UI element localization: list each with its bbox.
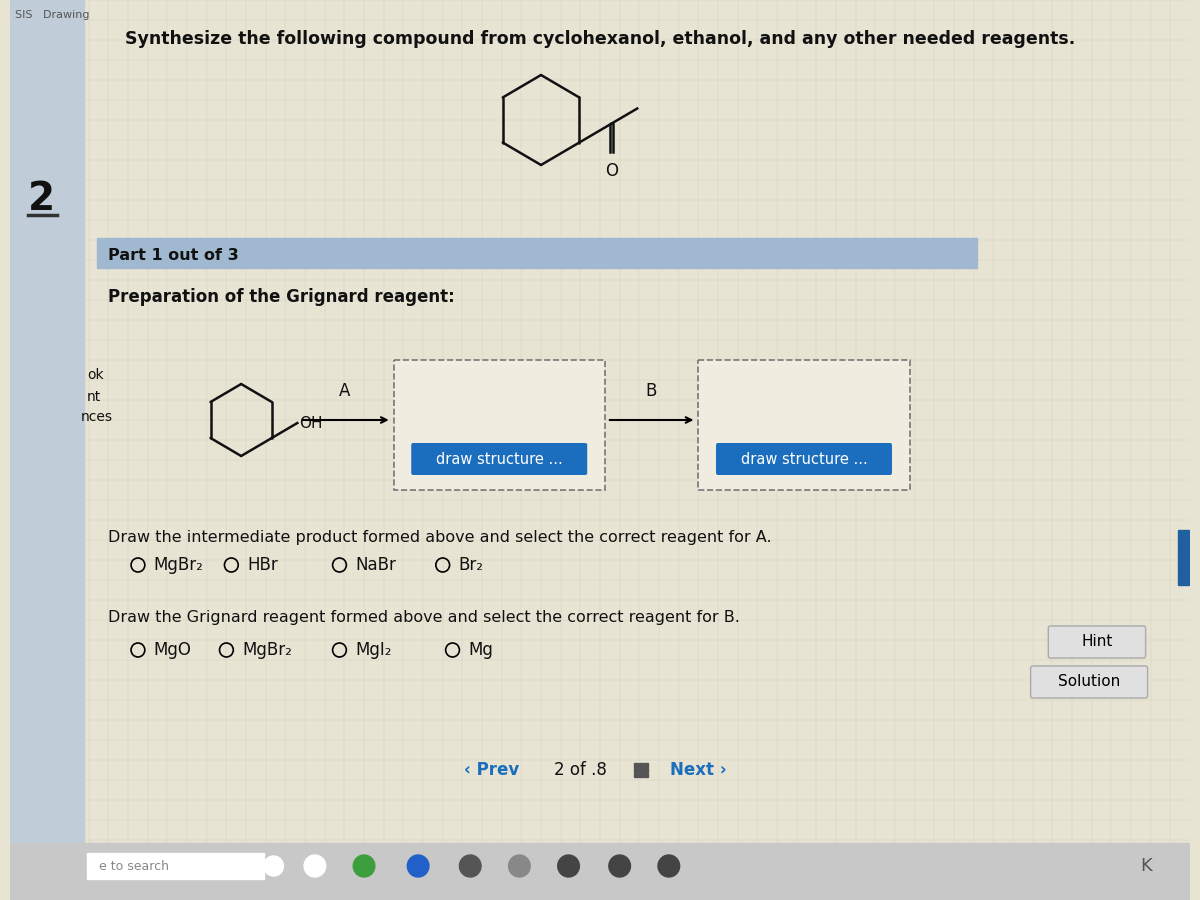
- FancyBboxPatch shape: [412, 443, 587, 475]
- Bar: [698, 360, 910, 490]
- Text: B: B: [646, 382, 656, 400]
- Bar: [640, 763, 643, 767]
- Text: A: A: [338, 382, 350, 400]
- Bar: [644, 773, 648, 777]
- Bar: [10, 0, 84, 900]
- Text: K: K: [1140, 857, 1152, 875]
- Bar: [644, 768, 648, 771]
- FancyBboxPatch shape: [1049, 626, 1146, 658]
- Text: OH: OH: [299, 416, 323, 430]
- Text: nt: nt: [86, 390, 101, 404]
- Bar: [635, 773, 638, 777]
- Circle shape: [304, 855, 325, 877]
- Text: 2 of .8: 2 of .8: [554, 761, 607, 779]
- Text: SIS   Drawing: SIS Drawing: [16, 10, 90, 20]
- Circle shape: [353, 855, 374, 877]
- Text: Solution: Solution: [1058, 674, 1121, 689]
- Bar: [97, 238, 977, 268]
- FancyBboxPatch shape: [716, 443, 892, 475]
- Text: MgO: MgO: [154, 641, 192, 659]
- Text: Preparation of the Grignard reagent:: Preparation of the Grignard reagent:: [108, 288, 455, 306]
- Text: MgBr₂: MgBr₂: [242, 641, 292, 659]
- Circle shape: [509, 855, 530, 877]
- Text: MgI₂: MgI₂: [355, 641, 391, 659]
- Bar: [644, 763, 648, 767]
- Bar: [10, 843, 1190, 900]
- Bar: [394, 360, 605, 490]
- Text: O: O: [605, 161, 618, 179]
- Text: draw structure ...: draw structure ...: [436, 452, 563, 466]
- Circle shape: [407, 855, 428, 877]
- Circle shape: [658, 855, 679, 877]
- Text: nces: nces: [80, 410, 113, 424]
- Circle shape: [264, 856, 283, 876]
- Text: Draw the intermediate product formed above and select the correct reagent for A.: Draw the intermediate product formed abo…: [108, 530, 772, 545]
- Bar: [640, 773, 643, 777]
- Text: Synthesize the following compound from cyclohexanol, ethanol, and any other need: Synthesize the following compound from c…: [125, 30, 1075, 48]
- Text: MgBr₂: MgBr₂: [154, 556, 204, 574]
- Bar: [640, 768, 643, 771]
- Text: Next ›: Next ›: [670, 761, 727, 779]
- Bar: [635, 763, 638, 767]
- Text: Hint: Hint: [1081, 634, 1112, 650]
- Text: NaBr: NaBr: [355, 556, 396, 574]
- Text: HBr: HBr: [247, 556, 278, 574]
- Text: ‹ Prev: ‹ Prev: [464, 761, 520, 779]
- Text: Draw the Grignard reagent formed above and select the correct reagent for B.: Draw the Grignard reagent formed above a…: [108, 610, 740, 625]
- Text: 2: 2: [28, 180, 55, 218]
- Text: Mg: Mg: [468, 641, 493, 659]
- Bar: [635, 768, 638, 771]
- Text: e to search: e to search: [98, 860, 169, 872]
- Text: ok: ok: [86, 368, 103, 382]
- Text: Br₂: Br₂: [458, 556, 484, 574]
- Circle shape: [608, 855, 630, 877]
- Bar: [86, 853, 264, 879]
- Circle shape: [460, 855, 481, 877]
- Circle shape: [558, 855, 580, 877]
- Text: Part 1 out of 3: Part 1 out of 3: [108, 248, 239, 263]
- Bar: [1178, 530, 1190, 585]
- FancyBboxPatch shape: [1031, 666, 1147, 698]
- Text: draw structure ...: draw structure ...: [740, 452, 868, 466]
